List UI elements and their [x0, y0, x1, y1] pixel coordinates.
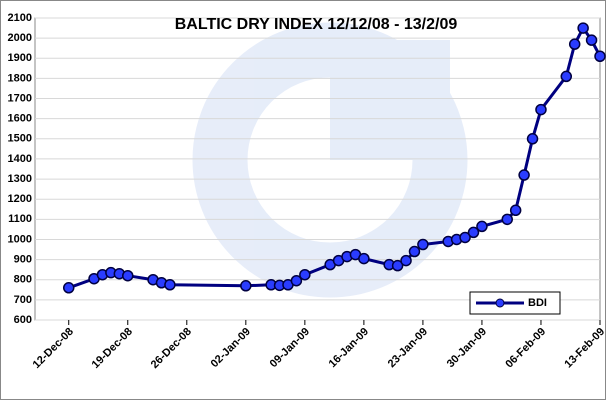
data-point: [459, 231, 471, 244]
data-point: [122, 269, 134, 282]
y-tick-label: 1900: [8, 52, 32, 64]
data-point: [417, 238, 429, 251]
data-point: [400, 254, 412, 267]
data-point: [585, 34, 598, 46]
data-point: [290, 274, 303, 287]
y-tick-label: 2000: [8, 32, 32, 44]
data-point: [509, 204, 522, 217]
y-tick-label: 1100: [8, 213, 32, 225]
data-point: [568, 38, 581, 50]
data-point: [164, 279, 176, 291]
y-tick-label: 1600: [8, 113, 32, 125]
data-point: [501, 213, 513, 226]
data-point: [560, 70, 573, 83]
data-point: [526, 133, 539, 145]
data-point: [358, 252, 370, 265]
y-tick-label: 1200: [8, 193, 32, 205]
y-tick-label: 600: [14, 314, 32, 326]
data-point: [594, 50, 606, 63]
data-point: [391, 259, 404, 272]
y-tick-label: 1400: [8, 153, 32, 165]
legend-marker: [495, 298, 505, 308]
y-tick-label: 900: [14, 254, 32, 266]
y-tick-label: 1300: [8, 173, 32, 185]
y-tick-label: 1700: [8, 92, 32, 104]
data-point: [62, 282, 75, 294]
data-point: [240, 280, 252, 292]
data-point: [577, 22, 589, 34]
legend-label: BDI: [528, 297, 547, 309]
y-tick-label: 1800: [8, 72, 32, 84]
y-tick-label: 800: [14, 274, 32, 286]
y-tick-label: 1500: [8, 133, 32, 145]
data-point: [467, 226, 480, 239]
data-point: [299, 268, 311, 281]
data-point: [408, 245, 421, 258]
data-point: [518, 169, 530, 181]
y-tick-label: 1000: [8, 233, 32, 245]
y-tick-label: 700: [14, 294, 32, 306]
data-point: [535, 103, 547, 116]
chart-title: BALTIC DRY INDEX 12/12/08 - 13/2/09: [175, 16, 458, 33]
data-point: [476, 220, 488, 233]
y-tick-label: 2100: [8, 12, 32, 24]
